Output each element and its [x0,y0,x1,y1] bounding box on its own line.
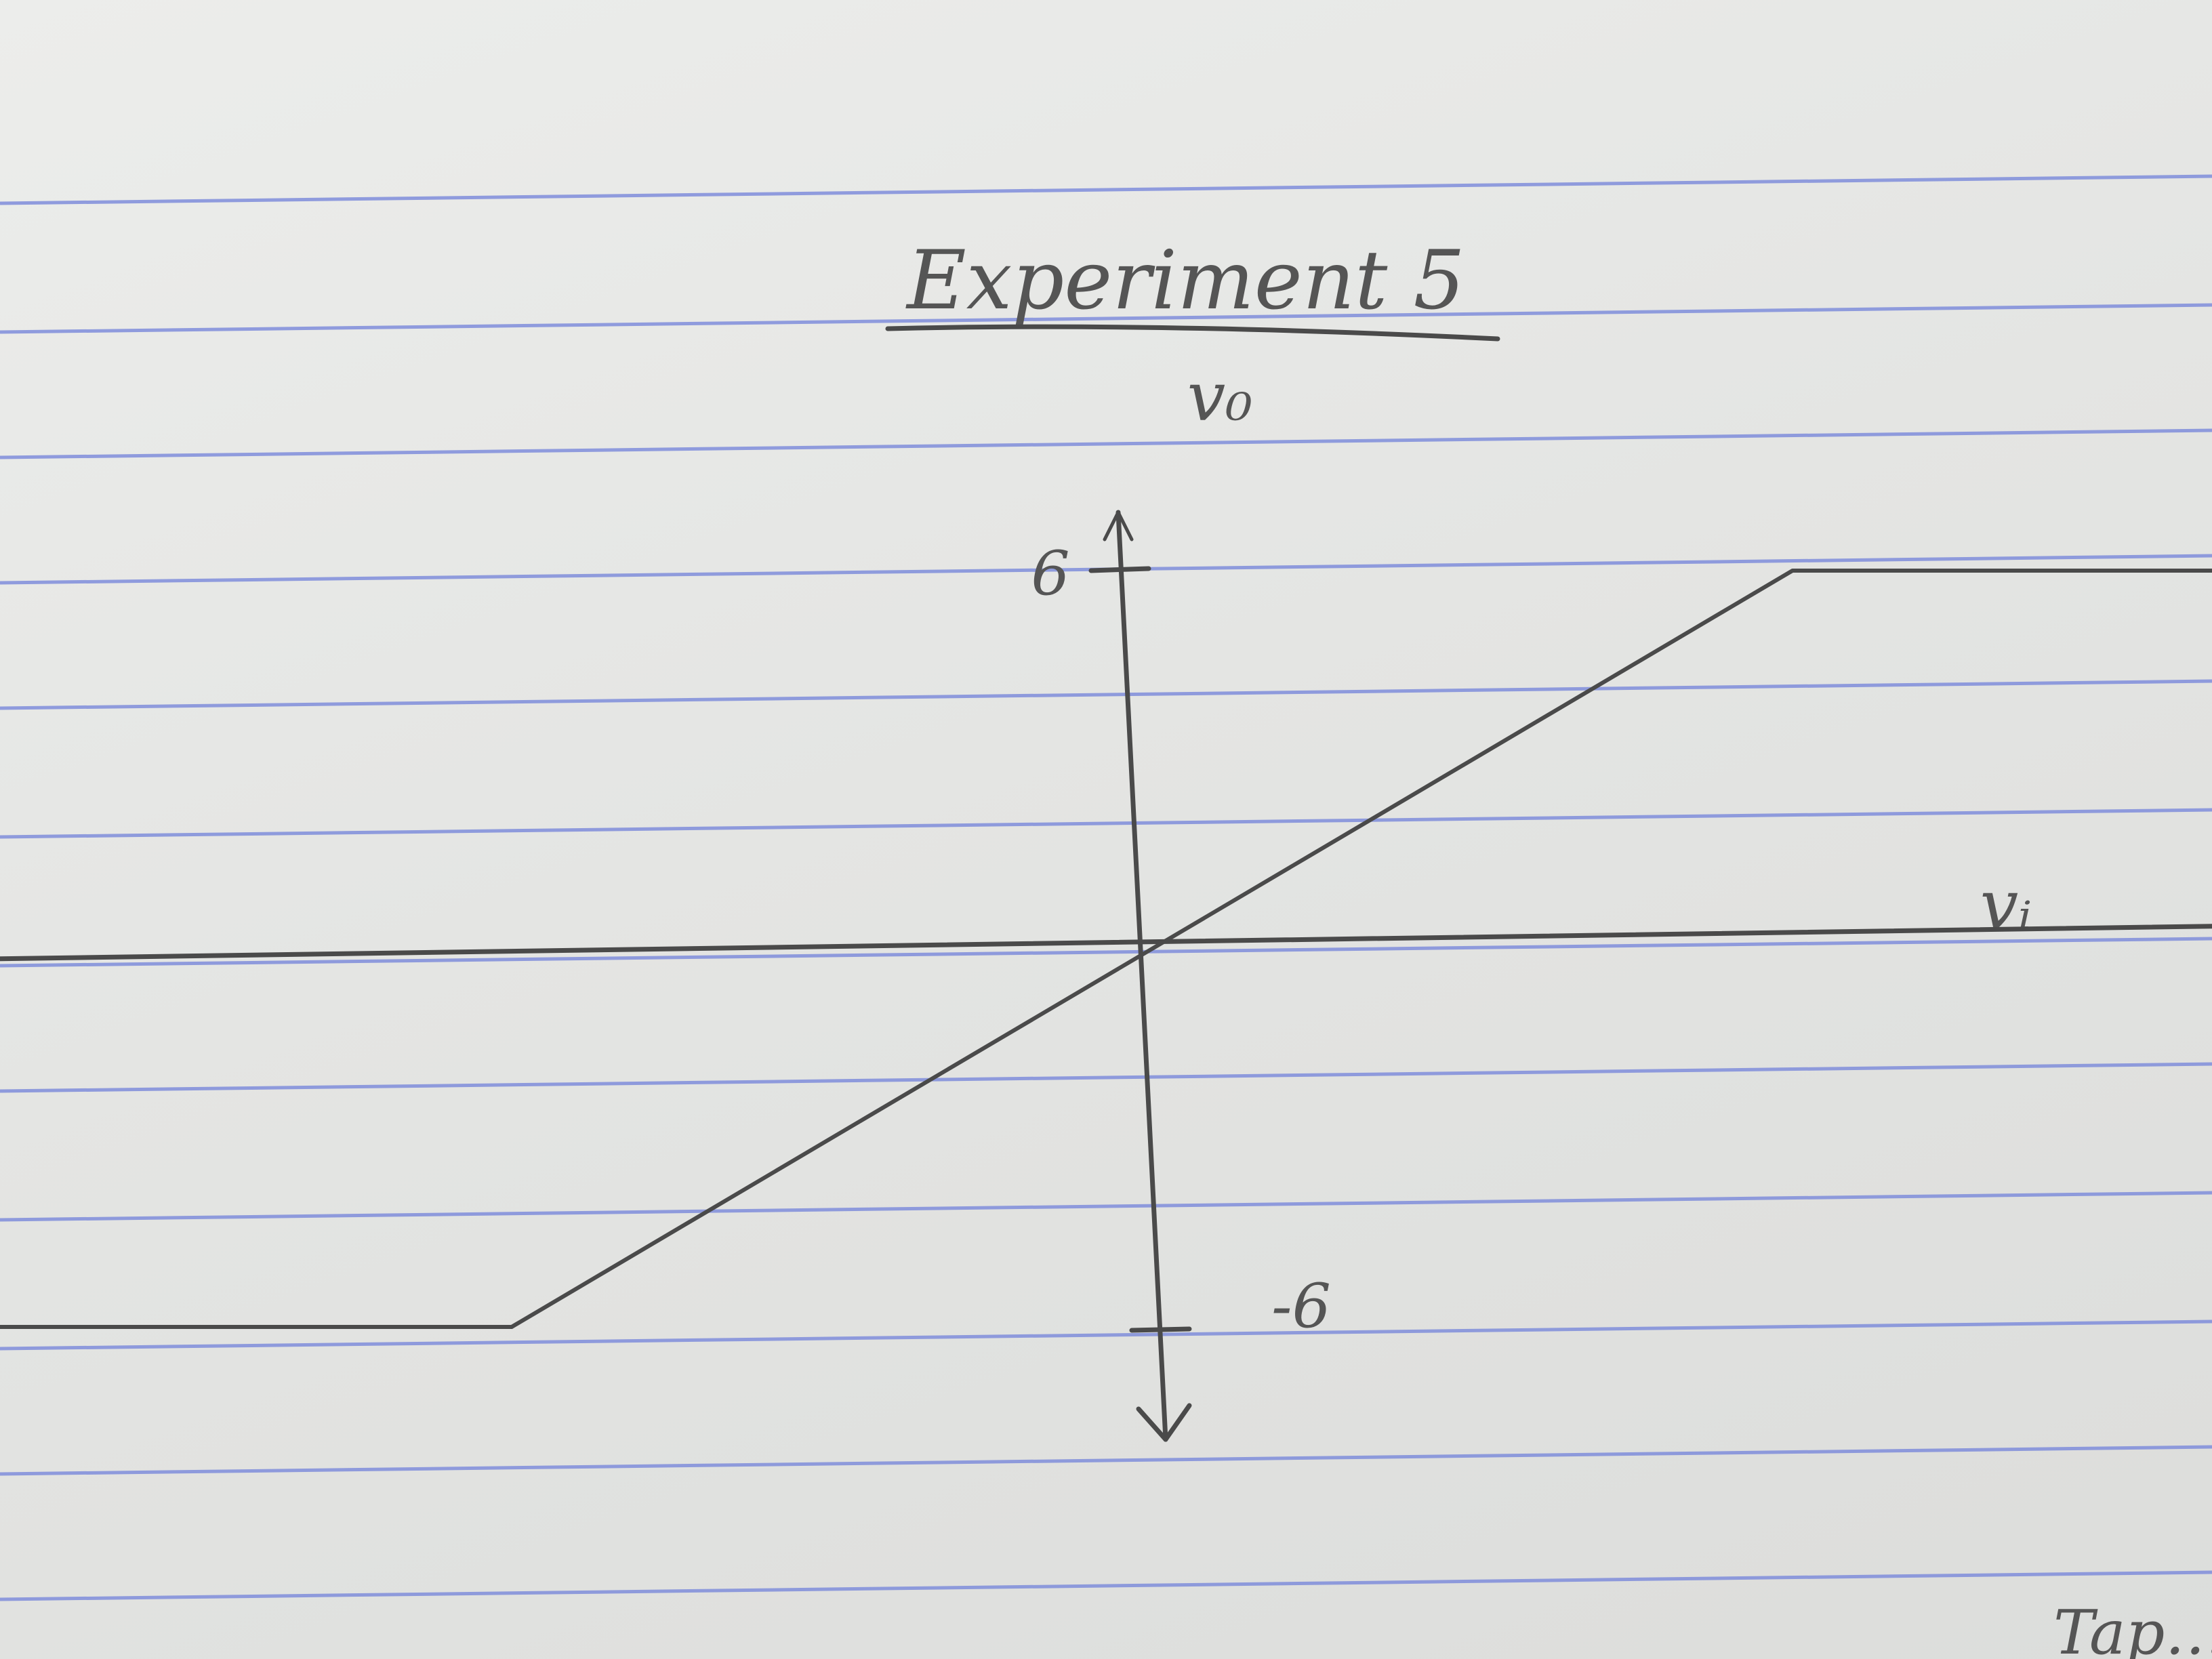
ruled-line [0,303,2212,334]
ruled-line [0,1191,2212,1222]
y-tick-label-6: 6 [1031,538,1069,609]
ruled-line [0,808,2212,839]
ruled-lines [0,174,2212,1601]
ruled-line [0,1062,2212,1093]
y-tick-6 [1088,566,1151,573]
x-axis-line [0,924,2212,962]
corner-text: Tap… [2053,1597,2212,1659]
ruled-line [0,174,2212,205]
ruled-line [0,428,2212,459]
ruled-line [0,1570,2212,1601]
series-layer [0,569,2212,1329]
axes [0,510,2212,1442]
series-line [0,569,2212,1329]
y-axis-label: v₀ [1187,357,1253,436]
x-axis-label: vᵢ [1980,865,2032,945]
ruled-line [0,937,2212,968]
ruled-line [0,1445,2212,1476]
ruled-line [0,1319,2212,1351]
y-tick-label-neg-6: -6 [1271,1271,1331,1342]
ruled-line [0,679,2212,710]
y-tick-neg-6 [1129,1326,1192,1333]
title-underline [885,324,1500,342]
chart-title: Experiment 5 [905,234,1465,328]
y-axis-line [1115,510,1168,1442]
y-axis-bottom-arrow [1136,1403,1192,1442]
y-axis-top-arrow [1103,510,1134,541]
